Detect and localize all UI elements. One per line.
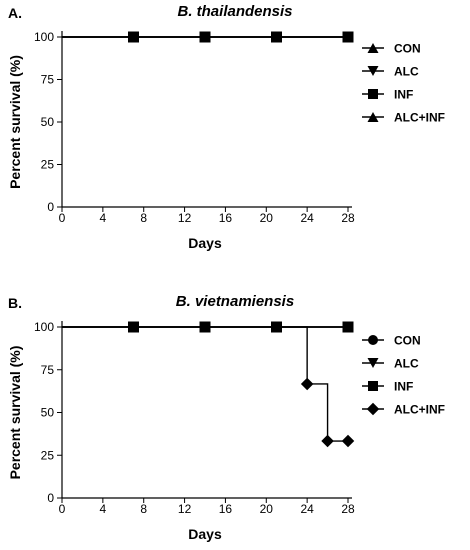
legend-label: ALC <box>394 357 419 371</box>
legend-label: ALC <box>394 65 419 79</box>
legend-marker <box>367 358 379 368</box>
panel-label: B. <box>8 295 22 311</box>
data-point-marker <box>342 321 354 333</box>
x-axis-label: Days <box>188 526 222 542</box>
y-tick-label: 0 <box>47 200 54 214</box>
x-tick-label: 28 <box>341 502 355 516</box>
y-tick-label: 50 <box>41 406 55 420</box>
legend-marker <box>367 112 379 122</box>
data-point-marker <box>128 321 139 333</box>
y-axis-label: Percent survival (%) <box>7 55 23 189</box>
data-point-marker <box>128 31 139 43</box>
y-tick-label: 75 <box>41 363 55 377</box>
y-tick-label: 50 <box>41 115 55 129</box>
legend-label: INF <box>394 380 413 394</box>
x-tick-label: 16 <box>219 211 233 225</box>
data-point-marker <box>199 321 211 333</box>
legend-marker <box>366 402 380 416</box>
x-tick-label: 24 <box>300 211 314 225</box>
legend-marker <box>368 381 378 391</box>
x-tick-label: 4 <box>100 211 107 225</box>
x-tick-label: 12 <box>178 502 192 516</box>
chart-title: B. thailandensis <box>177 3 292 20</box>
data-point-marker <box>271 31 282 43</box>
legend-marker <box>368 89 378 99</box>
x-tick-label: 8 <box>140 211 147 225</box>
legend-marker <box>367 43 379 53</box>
legend-marker <box>368 335 378 345</box>
legend-label: INF <box>394 88 413 102</box>
legend-label: CON <box>394 42 421 56</box>
y-tick-label: 100 <box>34 320 54 334</box>
x-tick-label: 16 <box>219 502 233 516</box>
data-point-marker <box>342 31 354 43</box>
legend-label: ALC+INF <box>394 403 445 417</box>
legend-label: ALC+INF <box>394 111 445 125</box>
data-point-marker <box>271 321 282 333</box>
data-point-marker <box>341 434 355 448</box>
y-tick-label: 25 <box>41 448 55 462</box>
y-tick-label: 75 <box>41 73 55 87</box>
x-tick-label: 4 <box>100 502 107 516</box>
x-tick-label: 0 <box>59 502 66 516</box>
x-tick-label: 24 <box>300 502 314 516</box>
panel-a: A. B. thailandensis 0 4 8 12 16 20 24 28 0 25 50 75 10… <box>7 3 445 251</box>
y-tick-label: 25 <box>41 158 55 172</box>
x-tick-label: 20 <box>260 502 274 516</box>
legend-label: CON <box>394 334 421 348</box>
panel-b: B. B. vietnamiensis 0 4 8 12 16 20 24 28 0 25 50 75 10… <box>7 293 445 542</box>
y-axis-label: Percent survival (%) <box>7 346 23 480</box>
legend-marker <box>367 66 379 76</box>
chart-title: B. vietnamiensis <box>176 293 294 310</box>
x-tick-label: 12 <box>178 211 192 225</box>
panel-label: A. <box>8 5 22 21</box>
x-tick-label: 28 <box>341 211 355 225</box>
x-tick-label: 20 <box>260 211 274 225</box>
data-point-marker <box>300 377 314 391</box>
data-point-marker <box>199 31 211 43</box>
x-tick-label: 8 <box>140 502 147 516</box>
data-point-marker <box>321 434 334 448</box>
y-tick-label: 0 <box>47 491 54 505</box>
x-tick-label: 0 <box>59 211 66 225</box>
x-axis-label: Days <box>188 235 222 251</box>
y-tick-label: 100 <box>34 30 54 44</box>
